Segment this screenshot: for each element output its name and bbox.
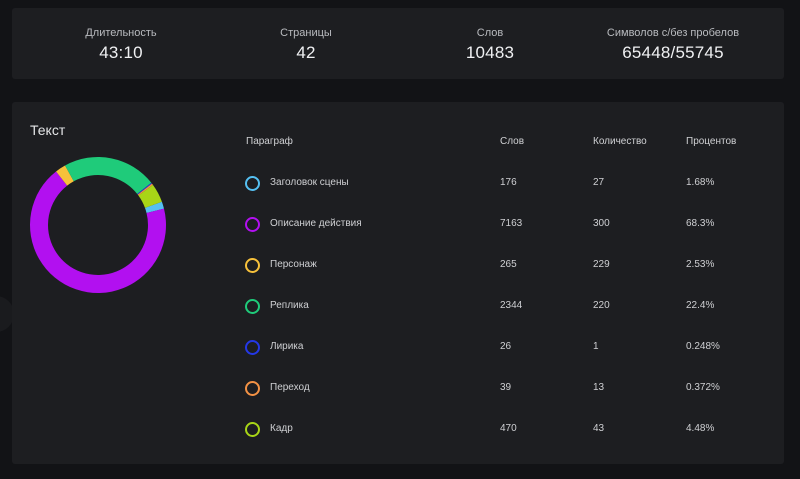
stat-pages-label: Страницы bbox=[280, 27, 332, 39]
table-row: Описание действия 7163 300 68.3% bbox=[12, 215, 784, 235]
table-row: Переход 39 13 0.372% bbox=[12, 379, 784, 399]
stat-duration-label: Длительность bbox=[85, 27, 157, 39]
table-row: Лирика 26 1 0.248% bbox=[12, 338, 784, 358]
side-panel-handle[interactable] bbox=[0, 296, 14, 332]
row-words: 176 bbox=[500, 177, 517, 188]
row-words: 265 bbox=[500, 259, 517, 270]
row-paragraph-name: Переход bbox=[270, 382, 310, 393]
row-count: 229 bbox=[593, 259, 610, 270]
stat-duration-value: 43:10 bbox=[99, 43, 143, 62]
row-count: 220 bbox=[593, 300, 610, 311]
row-paragraph-name: Заголовок сцены bbox=[270, 177, 349, 188]
donut-slice bbox=[65, 157, 152, 194]
donut-slice bbox=[29, 171, 167, 293]
row-words: 7163 bbox=[500, 218, 523, 229]
row-percent: 4.48% bbox=[686, 423, 715, 434]
row-paragraph-name: Персонаж bbox=[270, 259, 317, 270]
row-words: 470 bbox=[500, 423, 517, 434]
legend-circle-icon bbox=[245, 217, 260, 232]
stat-pages-value: 42 bbox=[296, 43, 316, 62]
legend-circle-icon bbox=[245, 422, 260, 437]
col-words: Слов bbox=[500, 136, 525, 147]
row-count: 300 bbox=[593, 218, 610, 229]
donut-slice bbox=[137, 182, 152, 195]
legend-circle-icon bbox=[245, 299, 260, 314]
row-percent: 68.3% bbox=[686, 218, 715, 229]
table-row: Кадр 470 43 4.48% bbox=[12, 420, 784, 440]
row-paragraph-name: Реплика bbox=[270, 300, 309, 311]
row-percent: 0.248% bbox=[686, 341, 720, 352]
row-percent: 0.372% bbox=[686, 382, 720, 393]
donut-slice bbox=[56, 165, 74, 186]
row-words: 2344 bbox=[500, 300, 523, 311]
row-paragraph-name: Описание действия bbox=[270, 218, 362, 229]
stat-chars: Символов с/без пробелов 65448/55745 bbox=[573, 26, 773, 63]
row-count: 1 bbox=[593, 341, 599, 352]
legend-circle-icon bbox=[245, 176, 260, 191]
row-count: 13 bbox=[593, 382, 605, 393]
row-percent: 2.53% bbox=[686, 259, 715, 270]
col-percent: Процентов bbox=[686, 136, 737, 147]
donut-slice bbox=[144, 201, 164, 213]
col-paragraph: Параграф bbox=[246, 136, 293, 147]
row-percent: 1.68% bbox=[686, 177, 715, 188]
text-donut-chart bbox=[29, 157, 167, 293]
table-row: Персонаж 265 229 2.53% bbox=[12, 256, 784, 276]
col-count: Количество bbox=[593, 136, 647, 147]
row-paragraph-name: Лирика bbox=[270, 341, 304, 352]
table-row: Заголовок сцены 176 27 1.68% bbox=[12, 174, 784, 194]
stat-words: Слов 10483 bbox=[390, 26, 590, 63]
legend-circle-icon bbox=[245, 381, 260, 396]
row-words: 26 bbox=[500, 341, 512, 352]
row-count: 43 bbox=[593, 423, 605, 434]
table-row: Реплика 2344 220 22.4% bbox=[12, 297, 784, 317]
row-count: 27 bbox=[593, 177, 605, 188]
legend-circle-icon bbox=[245, 258, 260, 273]
row-percent: 22.4% bbox=[686, 300, 715, 311]
stat-chars-value: 65448/55745 bbox=[622, 43, 724, 62]
stat-words-label: Слов bbox=[476, 27, 504, 39]
legend-circle-icon bbox=[245, 340, 260, 355]
stat-pages: Страницы 42 bbox=[206, 26, 406, 63]
row-paragraph-name: Кадр bbox=[270, 423, 293, 434]
stat-chars-label: Символов с/без пробелов bbox=[606, 27, 740, 39]
stat-duration: Длительность 43:10 bbox=[21, 26, 221, 63]
donut-slice bbox=[137, 183, 153, 196]
row-words: 39 bbox=[500, 382, 512, 393]
text-stats-panel: Текст Параграф Слов Количество Процентов… bbox=[12, 102, 784, 464]
stat-words-value: 10483 bbox=[465, 43, 515, 62]
stats-card: Длительность 43:10 Страницы 42 Слов 1048… bbox=[12, 8, 784, 79]
donut-slice bbox=[138, 184, 162, 208]
panel-title: Текст bbox=[30, 122, 66, 138]
